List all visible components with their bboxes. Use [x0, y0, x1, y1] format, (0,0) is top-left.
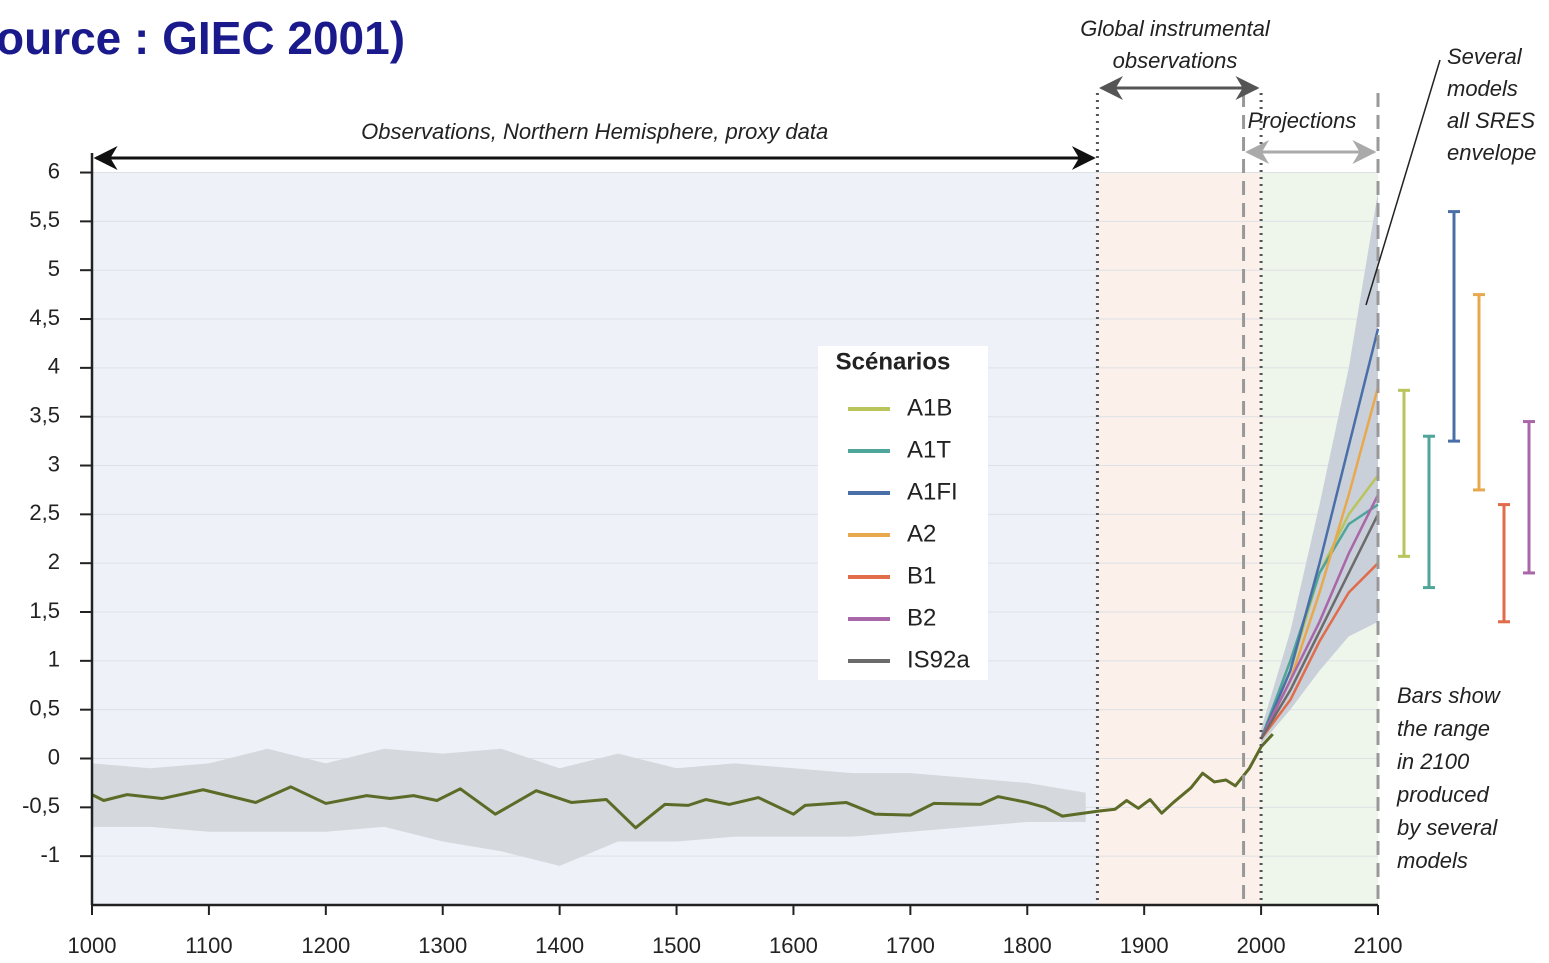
range-bar: [1523, 420, 1535, 575]
legend-label: A1B: [907, 394, 952, 421]
y-tick-label: 0,5: [29, 695, 60, 720]
annotation: Projections: [1248, 108, 1357, 133]
y-tick-label: -0,5: [22, 793, 60, 818]
annotation: by several: [1397, 815, 1498, 840]
y-tick-label: 4,5: [29, 305, 60, 330]
y-tick-label: 5,5: [29, 207, 60, 232]
y-tick-label: 1: [48, 647, 60, 672]
annotation: envelope: [1447, 140, 1536, 165]
annotation: all SRES: [1447, 108, 1535, 133]
legend-label: A2: [907, 520, 936, 547]
scenario-line: [1259, 503, 1379, 740]
scenario-line: [1260, 513, 1380, 740]
x-tick-label: 1700: [886, 933, 935, 958]
legend-label: A1T: [907, 436, 951, 463]
scenario-line: [1260, 562, 1379, 740]
annotation: models: [1397, 848, 1468, 873]
legend-label: IS92a: [907, 646, 970, 673]
annotation: Bars show: [1397, 683, 1502, 708]
range-bar: [1473, 293, 1485, 492]
x-tick-label: 2100: [1354, 933, 1403, 958]
y-tick-label: 3: [48, 451, 60, 476]
x-tick-label: 1500: [652, 933, 701, 958]
pointer-line: [1365, 59, 1441, 306]
legend-box: [818, 346, 988, 680]
observed-line: [91, 733, 1274, 830]
annotation: the range: [1397, 716, 1490, 741]
x-tick-label: 1600: [769, 933, 818, 958]
annotation: Several: [1447, 44, 1523, 69]
proxy-band: [92, 748, 1086, 866]
y-tick-label: 0: [48, 744, 60, 769]
scenario-line: [1259, 494, 1380, 740]
x-tick-label: 1400: [535, 933, 584, 958]
x-tick-label: 1900: [1120, 933, 1169, 958]
x-tick-label: 1800: [1003, 933, 1052, 958]
y-tick-label: 1,5: [29, 598, 60, 623]
y-tick-label: 4: [48, 354, 60, 379]
y-tick-label: 2: [48, 549, 60, 574]
region: [1097, 173, 1262, 905]
chart-title: ource : GIEC 2001): [0, 12, 405, 64]
range-bar: [1398, 388, 1410, 558]
annotation: models: [1447, 76, 1518, 101]
scenario-line: [1259, 328, 1380, 740]
y-tick-label: 3,5: [29, 403, 60, 428]
x-tick-label: 1100: [185, 933, 232, 958]
legend-label: A1FI: [907, 478, 958, 505]
annotation: observations: [1113, 48, 1238, 73]
x-tick-label: 1200: [301, 933, 350, 958]
annotation: produced: [1396, 782, 1490, 807]
legend-label: B1: [907, 562, 936, 589]
y-tick-label: 5: [48, 256, 60, 281]
x-tick-label: 1300: [418, 933, 467, 958]
y-tick-label: 2,5: [29, 500, 60, 525]
annotation: Observations, Northern Hemisphere, proxy…: [361, 119, 828, 144]
range-bar: [1448, 210, 1460, 443]
legend-title: Scénarios: [836, 348, 951, 375]
annotation: Global instrumental: [1080, 16, 1271, 41]
envelope: [1261, 192, 1378, 744]
legend-label: B2: [907, 604, 936, 631]
y-tick-label: 6: [48, 158, 60, 183]
x-tick-label: 1000: [68, 933, 117, 958]
x-tick-label: 2000: [1237, 933, 1286, 958]
range-bar: [1423, 434, 1435, 590]
range-bar: [1498, 503, 1510, 624]
annotation: in 2100: [1397, 749, 1470, 774]
y-tick-label: -1: [40, 842, 60, 867]
